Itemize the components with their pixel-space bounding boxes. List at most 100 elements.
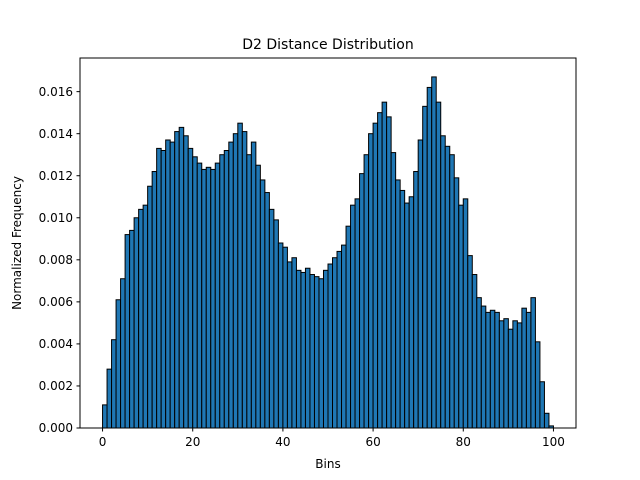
y-tick-label: 0.010 (39, 211, 73, 225)
histogram-bar (102, 404, 108, 429)
histogram-bar (395, 179, 401, 429)
histogram-bar (498, 320, 505, 429)
histogram-bar (237, 122, 243, 429)
histogram-bar (386, 116, 392, 429)
histogram-bar (223, 150, 230, 429)
histogram-bar (309, 274, 315, 429)
histogram-bar (422, 105, 428, 429)
histogram-bar (169, 141, 176, 429)
histogram-bar (192, 156, 198, 429)
histogram-bar (322, 269, 329, 429)
y-tick-label: 0.000 (39, 421, 73, 435)
histogram-bar (381, 101, 388, 429)
histogram-bar (521, 307, 527, 429)
histogram-bar (417, 139, 424, 429)
histogram-bar (399, 189, 406, 429)
histogram-bar (156, 147, 162, 429)
y-tick-label: 0.014 (39, 127, 73, 141)
histogram-bar (543, 412, 550, 429)
histogram-bar (313, 276, 320, 429)
x-tick-label: 80 (456, 435, 471, 449)
histogram-bar (507, 328, 514, 429)
histogram-bar (304, 267, 311, 429)
histogram-bar (142, 204, 149, 429)
histogram-bar (444, 145, 451, 429)
histogram-bar (431, 76, 437, 429)
histogram-bar (264, 192, 270, 429)
x-tick-label: 100 (542, 435, 565, 449)
histogram-bar (377, 112, 383, 429)
histogram-bar (525, 311, 532, 429)
histogram-bar (228, 141, 234, 429)
histogram-bar (516, 322, 523, 429)
histogram-bar (404, 202, 410, 429)
histogram-bar (332, 257, 338, 429)
histogram-bar (435, 101, 442, 429)
histogram-bar (426, 86, 433, 429)
histogram-bar (205, 166, 212, 429)
histogram-bar (350, 204, 356, 429)
histogram-bar (138, 208, 144, 429)
histogram-bar (106, 368, 113, 429)
histogram-bar (147, 185, 153, 429)
histogram-bar (282, 246, 288, 429)
histogram-bar (165, 139, 171, 429)
histogram-bar (530, 297, 536, 429)
histogram-bar (453, 177, 460, 429)
histogram-bar (259, 179, 266, 429)
histogram-bar (241, 131, 248, 429)
histogram-bar (174, 131, 180, 429)
histogram-bar (512, 320, 518, 429)
x-tick-label: 20 (185, 435, 200, 449)
y-tick-label: 0.004 (39, 337, 73, 351)
histogram-bar (286, 261, 293, 429)
histogram-bar (372, 122, 379, 429)
histogram-bar (300, 271, 306, 429)
histogram-bar (129, 229, 135, 429)
histogram-bar (494, 311, 500, 429)
histogram-bar (318, 278, 324, 429)
histogram-bar (210, 168, 216, 429)
histogram-bar (120, 278, 126, 429)
histogram-bar (291, 257, 297, 429)
histogram-bar (160, 150, 167, 429)
x-tick-label: 0 (99, 435, 107, 449)
histogram-bar (327, 263, 334, 429)
histogram-bar (273, 219, 279, 429)
x-axis-title: Bins (315, 457, 340, 471)
y-tick-label: 0.016 (39, 85, 73, 99)
y-tick-label: 0.006 (39, 295, 73, 309)
histogram-bar (232, 133, 239, 429)
histogram-bar (178, 126, 185, 429)
histogram-bar (354, 198, 361, 429)
histogram-bar (214, 162, 221, 429)
histogram-bar (408, 196, 415, 429)
histogram-bar (476, 297, 482, 429)
histogram-bar (489, 309, 496, 429)
histogram-bar (151, 171, 158, 429)
histogram-bar (277, 242, 284, 429)
histogram-bar (462, 198, 469, 429)
histogram-bar (255, 164, 261, 429)
histogram-bar (440, 135, 446, 429)
y-tick-label: 0.008 (39, 253, 73, 267)
histogram-bar (480, 305, 487, 429)
histogram-bar (133, 217, 140, 429)
histogram-bar (219, 154, 225, 429)
histogram-bar (295, 269, 302, 429)
histogram-bar (196, 162, 203, 429)
histogram-bar (246, 154, 252, 429)
histogram-bar (115, 299, 122, 429)
chart-title: D2 Distance Distribution (242, 37, 413, 53)
histogram-bar (268, 208, 275, 429)
histogram-bar (359, 173, 365, 429)
histogram-bar (124, 234, 131, 429)
histogram-bar (413, 171, 419, 429)
histogram-bar (449, 154, 455, 429)
histogram-bar (250, 141, 257, 429)
histogram-bar (485, 311, 491, 429)
x-tick-label: 60 (365, 435, 380, 449)
y-axis: 0.000 0.002 0.004 0.006 0.008 0.010 0.012 0.014… (39, 85, 80, 435)
y-axis-title: Normalized Frequency (10, 176, 24, 310)
histogram-bar (363, 154, 370, 429)
